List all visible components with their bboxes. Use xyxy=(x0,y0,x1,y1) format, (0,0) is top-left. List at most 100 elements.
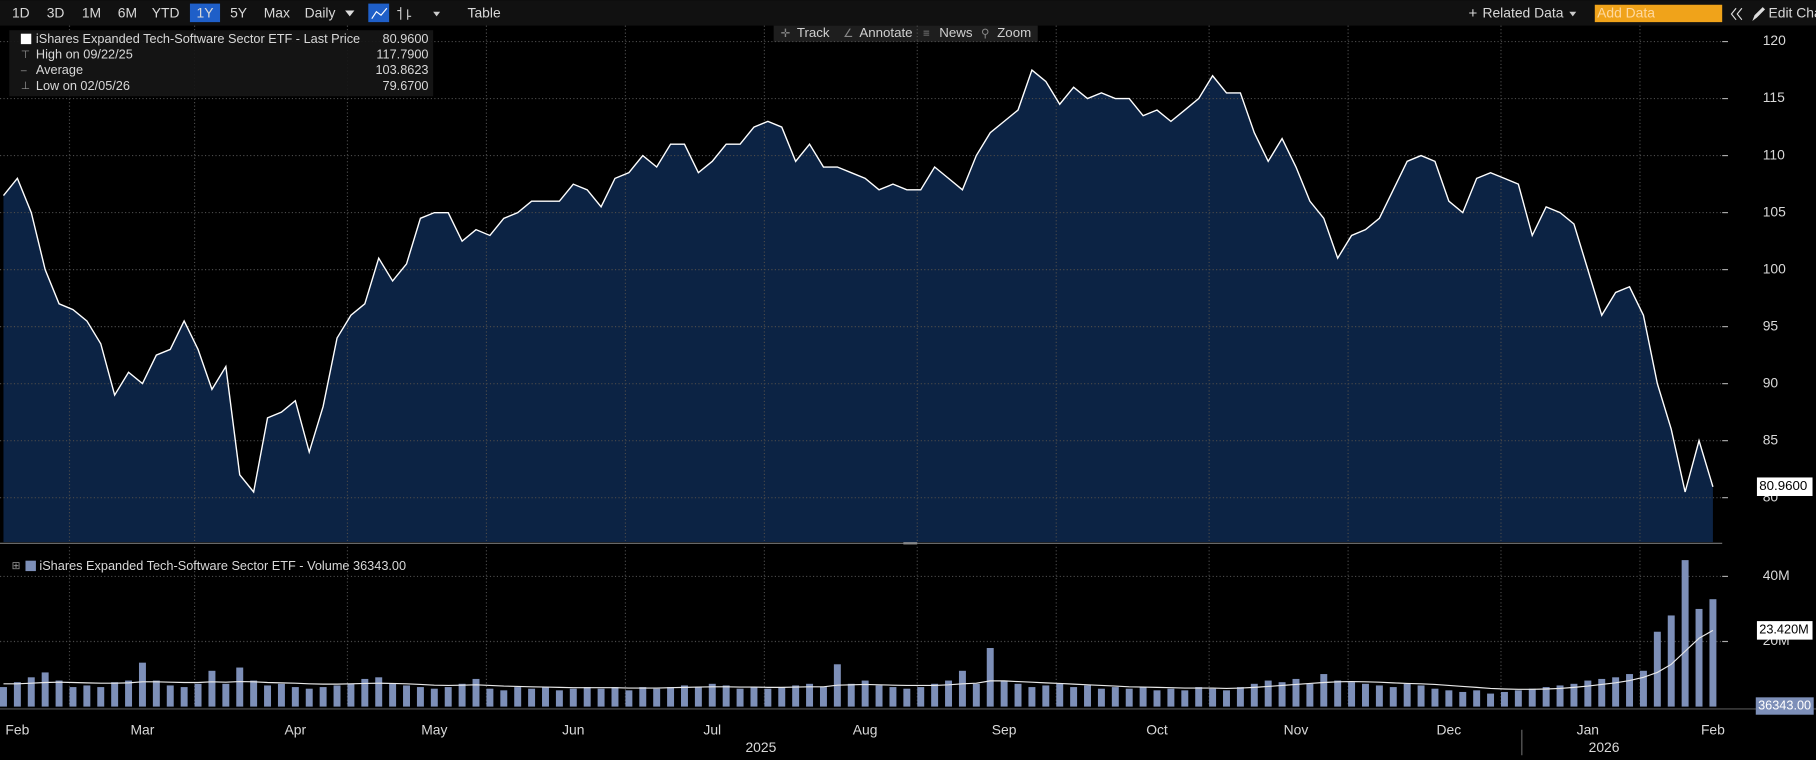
bar-icon[interactable] xyxy=(397,7,412,20)
range-selected xyxy=(189,3,221,23)
table-button[interactable]: Table xyxy=(468,5,501,21)
x-tick-label: Jul xyxy=(703,722,721,738)
volume-bar xyxy=(764,688,772,707)
tool-bar xyxy=(773,25,1038,42)
volume-bar xyxy=(639,687,647,707)
y-tick-label: 85 xyxy=(1763,431,1779,447)
volume-bar xyxy=(41,672,49,707)
y-tick-label: 105 xyxy=(1763,203,1786,219)
volume-bar xyxy=(13,682,21,707)
ma-label: 23.420M xyxy=(1759,622,1809,637)
x-tick-label: Jun xyxy=(562,722,584,738)
volume-bar xyxy=(597,688,605,707)
volume-bar xyxy=(69,687,77,707)
volume-bar xyxy=(1278,682,1286,707)
tool-button[interactable]: Track xyxy=(797,25,830,40)
volume-bar xyxy=(653,688,661,707)
volume-bar xyxy=(986,648,994,707)
volume-bar xyxy=(1028,687,1036,707)
volume-bar xyxy=(1626,674,1634,707)
last-volume-label: 36343.00 xyxy=(1758,697,1811,712)
volume-bar xyxy=(0,687,7,707)
x-tick-label: Feb xyxy=(5,722,29,738)
volume-bar xyxy=(389,683,397,707)
range-button[interactable]: 5Y xyxy=(230,5,247,21)
tool-button[interactable]: News xyxy=(939,25,973,40)
collapse-icon[interactable] xyxy=(1730,7,1743,21)
frequency-button[interactable]: Daily xyxy=(305,5,336,21)
volume-bar xyxy=(722,685,730,707)
volume-bar xyxy=(1709,599,1717,707)
tool-button[interactable]: Annotate xyxy=(859,25,912,40)
volume-bar xyxy=(180,687,188,707)
volume-bar xyxy=(458,683,466,707)
y-tick-label: 40M xyxy=(1763,567,1790,583)
range-button[interactable]: 1Y xyxy=(197,5,214,21)
volume-bar xyxy=(555,690,563,707)
volume-bar xyxy=(1542,687,1550,707)
volume-bar xyxy=(889,687,897,707)
year-label: 2026 xyxy=(1589,739,1620,755)
tool-button[interactable]: Zoom xyxy=(997,25,1031,40)
range-button[interactable]: 3D xyxy=(47,5,65,21)
add-data-box[interactable] xyxy=(1594,4,1723,23)
x-tick-label: Dec xyxy=(1437,722,1462,738)
range-button[interactable]: YTD xyxy=(152,5,180,21)
x-tick-label: Oct xyxy=(1146,722,1168,738)
legend-icon: ⊞ xyxy=(12,561,21,572)
related-plus: + xyxy=(1469,5,1478,22)
edit-icon xyxy=(1752,7,1766,21)
x-tick-label: Apr xyxy=(285,722,307,738)
volume-bar xyxy=(1195,687,1203,707)
volume-bar xyxy=(1250,683,1258,707)
add-data[interactable]: Add Data xyxy=(1597,5,1655,21)
volume-bar xyxy=(83,685,91,707)
volume-bar xyxy=(194,683,202,707)
volume-bar xyxy=(528,688,536,707)
volume-bar xyxy=(1056,683,1064,707)
volume-bar xyxy=(806,683,814,707)
dropdown-icon[interactable] xyxy=(345,10,355,17)
volume-bar xyxy=(1403,683,1411,707)
resize-handle[interactable] xyxy=(903,540,918,545)
legend-icon: ⊤ xyxy=(21,50,30,61)
range-button[interactable]: 1D xyxy=(12,5,30,21)
volume-bar xyxy=(1153,690,1161,707)
volume-bar xyxy=(430,688,438,707)
x-tick-label: Nov xyxy=(1284,722,1309,738)
volume-bar xyxy=(1445,690,1453,707)
more-icon[interactable] xyxy=(433,11,441,17)
x-tick-label: Jan xyxy=(1577,722,1599,738)
x-tick-label: Aug xyxy=(853,722,878,738)
volume-bar xyxy=(1097,688,1105,707)
volume-bar xyxy=(819,687,827,707)
x-tick-label: May xyxy=(421,722,447,738)
volume-bar xyxy=(625,690,633,707)
related-data[interactable]: Related Data xyxy=(1482,5,1563,21)
volume-bar xyxy=(1000,680,1008,707)
year-label: 2025 xyxy=(745,739,776,755)
volume-bar xyxy=(1139,687,1147,707)
volume-bar xyxy=(861,680,869,707)
volume-bar xyxy=(1348,682,1356,707)
range-button[interactable]: 6M xyxy=(118,5,137,21)
x-tick-label: Feb xyxy=(1701,722,1725,738)
volume-bar xyxy=(222,683,230,707)
volume-bar xyxy=(111,682,119,707)
range-button[interactable]: 1M xyxy=(82,5,101,21)
moving-average-line xyxy=(3,629,1714,690)
volume-bar xyxy=(486,688,494,707)
volume-bar xyxy=(1223,690,1230,707)
y-tick-label: 90 xyxy=(1763,374,1779,390)
volume-bar xyxy=(1681,560,1689,707)
range-button[interactable]: Max xyxy=(264,5,290,21)
volume-bar xyxy=(792,685,800,707)
volume-bar xyxy=(1514,690,1522,707)
volume-bar xyxy=(514,687,522,707)
edit-chart[interactable]: Edit Cha xyxy=(1769,5,1816,21)
volume-bar xyxy=(945,680,953,707)
volume-bar xyxy=(611,687,619,707)
volume-bar xyxy=(1014,683,1022,707)
volume-bar xyxy=(152,680,160,707)
volume-bar xyxy=(1389,687,1397,707)
